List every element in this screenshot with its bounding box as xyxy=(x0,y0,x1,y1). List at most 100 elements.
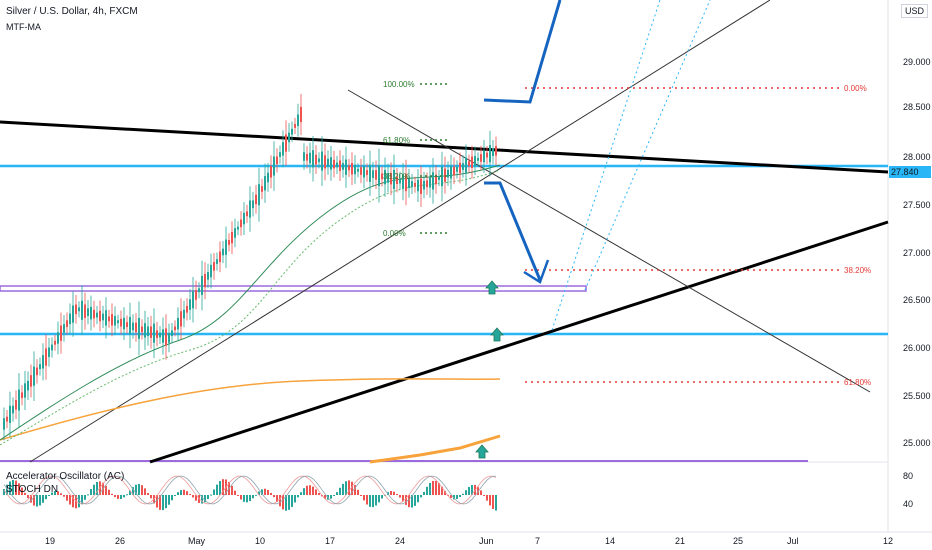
oscillator-bar xyxy=(459,495,461,497)
price-tick: 27.000 xyxy=(903,248,931,258)
candle-body xyxy=(27,380,29,391)
oscillator-bar xyxy=(87,494,89,496)
candle-body xyxy=(372,170,374,178)
oscillator-bar xyxy=(168,495,170,505)
candle-body xyxy=(126,322,128,327)
oscillator-bar xyxy=(84,495,86,500)
candle-body xyxy=(258,184,260,206)
stoch-title[interactable]: STOCH DN xyxy=(6,484,59,495)
candle-body xyxy=(213,262,215,271)
time-tick: 26 xyxy=(115,536,125,546)
oscillator-bar xyxy=(492,495,494,509)
oscillator-bar xyxy=(420,495,422,498)
candle-body xyxy=(21,392,23,399)
oscillator-bar xyxy=(213,489,215,495)
oscillator-bar xyxy=(66,495,68,501)
oscillator-bar xyxy=(78,495,80,508)
candle-body xyxy=(54,340,56,345)
candle-body xyxy=(276,156,278,165)
range-zone-upper xyxy=(0,285,587,292)
price-tick: 29.000 xyxy=(903,57,931,67)
symbol-title[interactable]: Silver / U.S. Dollar, 4h, FXCM xyxy=(6,6,138,17)
candle-body xyxy=(447,169,449,178)
oscillator-bar xyxy=(75,495,77,509)
fib-right-level-label: 0.00% xyxy=(844,84,867,93)
thin-falling-line xyxy=(347,89,871,393)
channel-line-2 xyxy=(584,0,711,291)
oscillator-bar xyxy=(186,491,188,495)
oscillator-bar xyxy=(27,495,29,499)
candle-body xyxy=(105,310,107,326)
oscillator-bar xyxy=(495,495,497,511)
oscillator-bar xyxy=(222,479,224,495)
ascending-trendline xyxy=(149,220,889,464)
candle-body xyxy=(93,309,95,319)
oscillator-bar xyxy=(309,485,311,495)
candle-body xyxy=(426,180,428,188)
oscillator-bar xyxy=(132,487,134,495)
candle-body xyxy=(438,176,440,180)
candle-body xyxy=(474,156,476,166)
candle-body xyxy=(279,152,281,157)
oscillator-bar xyxy=(243,495,245,502)
time-tick: 25 xyxy=(733,536,743,546)
oscillator-bar xyxy=(429,482,431,495)
candle-body xyxy=(195,290,197,300)
candle-body xyxy=(360,167,362,175)
oscillator-bar xyxy=(414,495,416,506)
oscillator-bar xyxy=(69,495,71,505)
candle-body xyxy=(453,166,455,176)
price-tick: 25.500 xyxy=(903,391,931,401)
candle-body xyxy=(102,313,104,321)
oscillator-bar xyxy=(123,495,125,498)
fib-right-level-label: 38.20% xyxy=(844,266,871,275)
candle-body xyxy=(390,172,392,185)
candle-body xyxy=(303,152,305,161)
candle-body xyxy=(249,200,251,218)
oscillator-bar xyxy=(339,487,341,495)
candle-body xyxy=(159,332,161,338)
stoch-d-line xyxy=(3,475,497,505)
candle-body xyxy=(66,320,68,327)
candle-body xyxy=(117,320,119,324)
oscillator-bar xyxy=(351,481,353,495)
oscillator-bar xyxy=(318,493,320,495)
oscillator-bar xyxy=(369,495,371,507)
candle-body xyxy=(480,154,482,162)
candle-body xyxy=(420,178,422,194)
oscillator-bar xyxy=(438,483,440,495)
candle-body xyxy=(153,323,155,343)
oscillator-title[interactable]: Accelerator Oscillator (AC) xyxy=(6,471,125,482)
candle-body xyxy=(3,418,5,430)
time-tick: May xyxy=(188,536,206,546)
candle-body xyxy=(285,134,287,152)
descending-trendline xyxy=(0,120,889,174)
candle-body xyxy=(327,158,329,167)
fib-left-level-label: 0.00% xyxy=(383,229,406,238)
currency-badge[interactable]: USD xyxy=(900,4,928,18)
oscillator-bar xyxy=(12,480,14,495)
candle-body xyxy=(48,347,50,358)
oscillator-bar xyxy=(219,480,221,495)
oscillator-bar xyxy=(393,491,395,495)
oscillator-bar xyxy=(114,495,116,498)
candle-body xyxy=(489,145,491,163)
candle-body xyxy=(462,163,464,170)
time-tick: 10 xyxy=(255,536,265,546)
oscillator-bar xyxy=(159,495,161,510)
candle-body xyxy=(108,316,110,322)
indicator-mtf-ma-label[interactable]: MTF-MA xyxy=(6,22,41,32)
candle-body xyxy=(333,159,335,169)
candle-body xyxy=(222,248,224,256)
candle-body xyxy=(189,299,191,310)
candle-body xyxy=(96,312,98,318)
oscillator-bar xyxy=(96,481,98,495)
oscillator-bar xyxy=(288,495,290,510)
oscillator-bar xyxy=(18,483,20,495)
candle-body xyxy=(492,148,494,157)
ma-orange-upper xyxy=(0,378,501,441)
oscillator-bar xyxy=(147,492,149,495)
oscillator-bar xyxy=(63,495,65,497)
